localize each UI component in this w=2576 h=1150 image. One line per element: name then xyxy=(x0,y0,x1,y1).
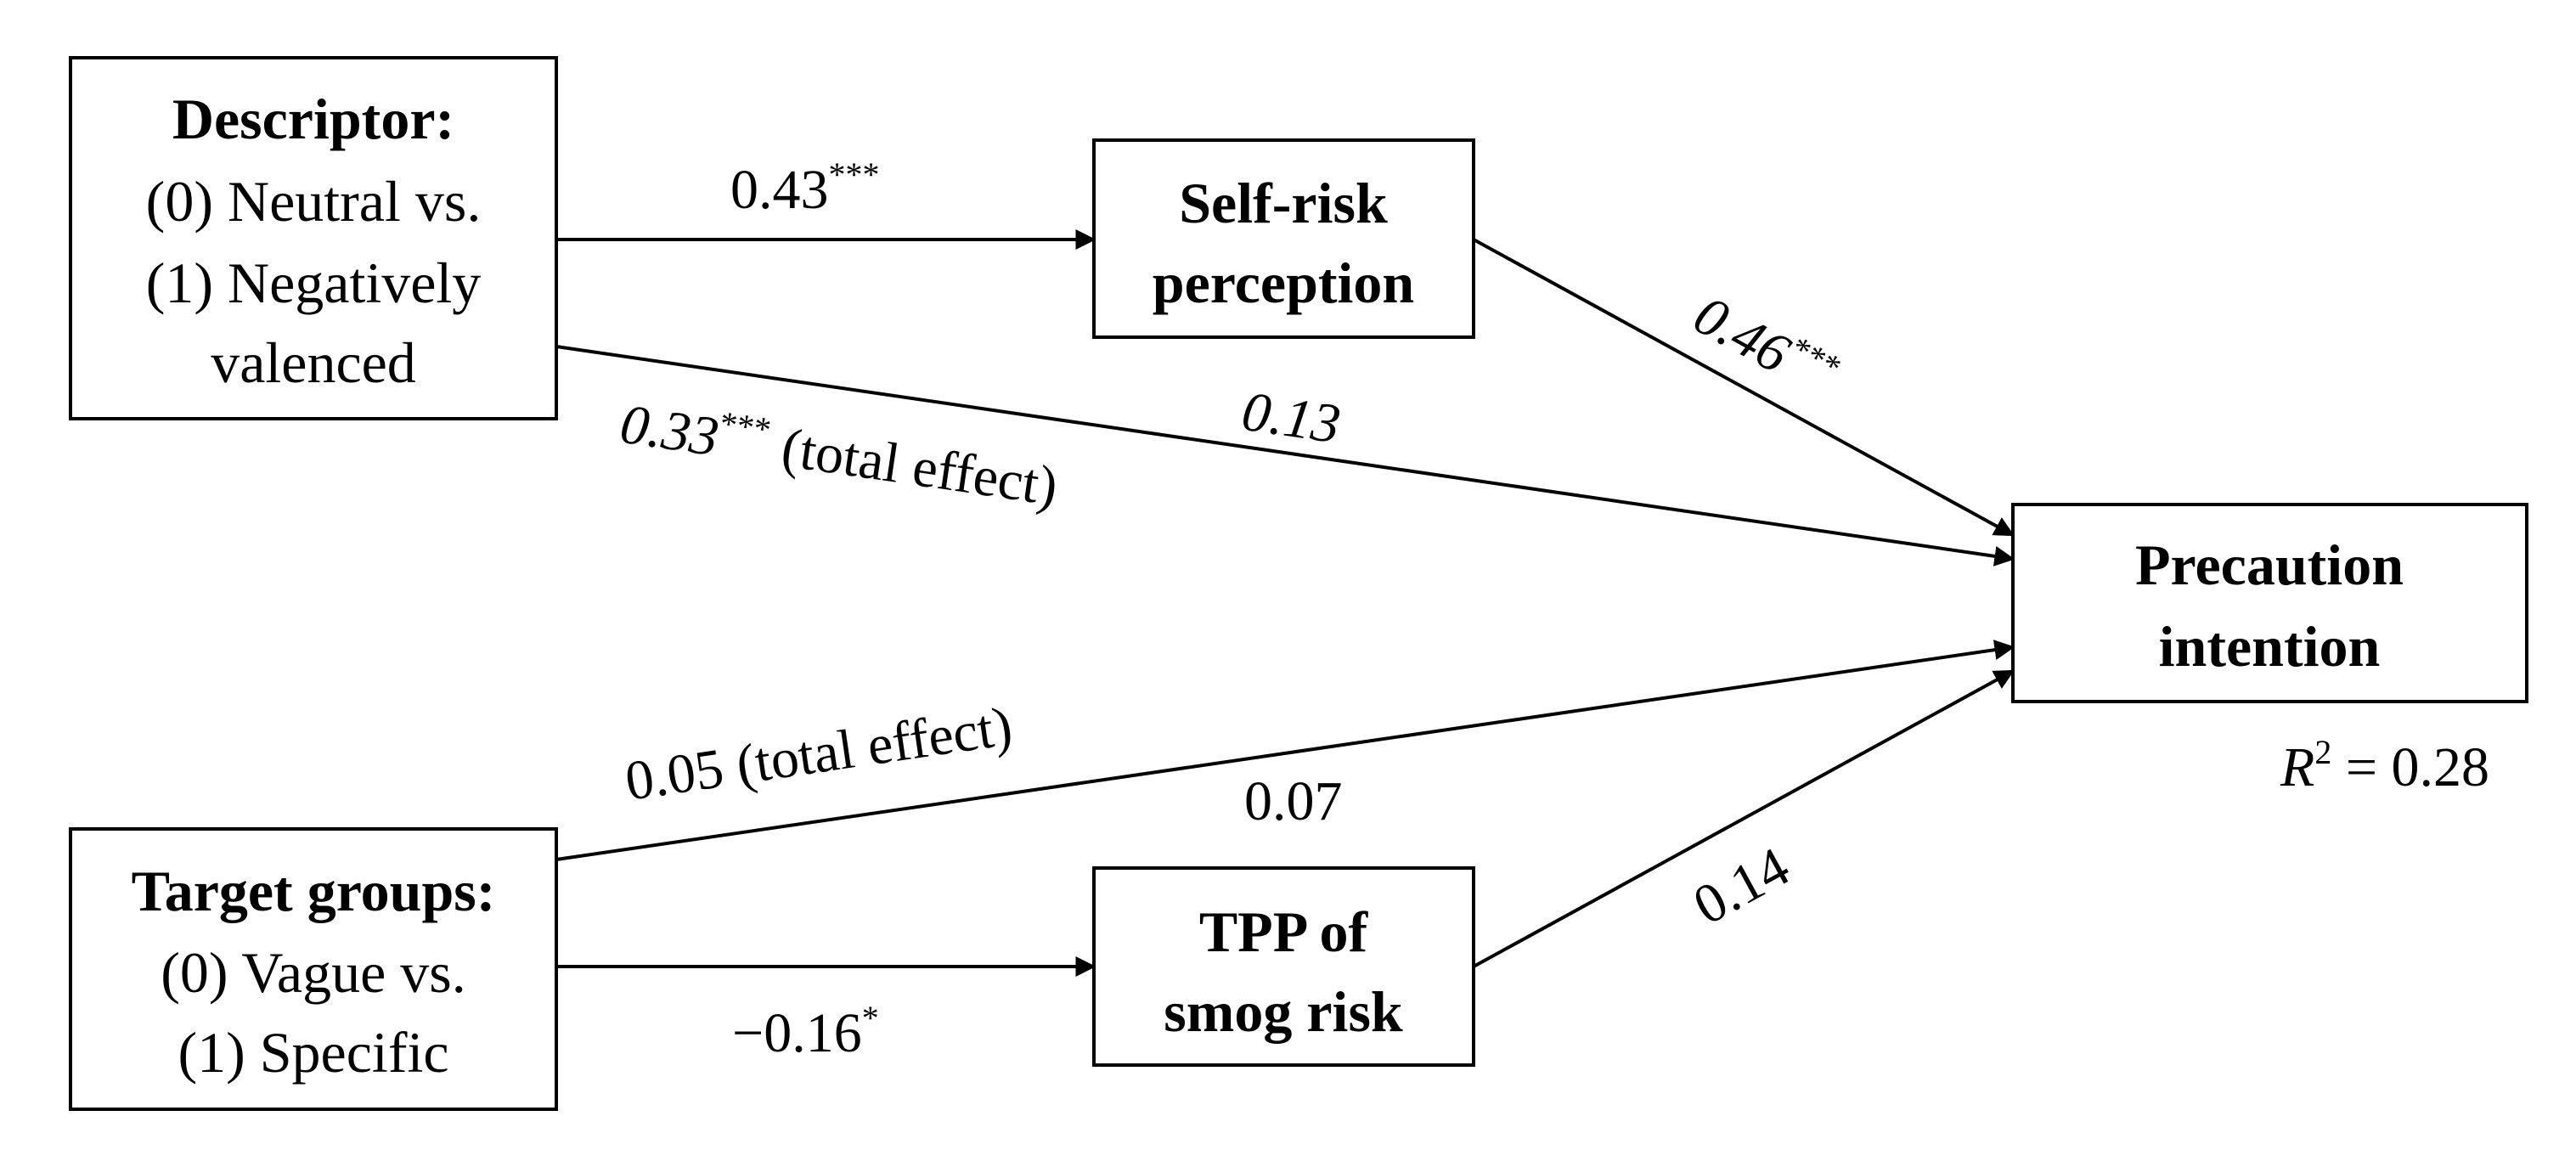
coef-descriptor-precaution-total-sig: *** xyxy=(718,403,774,448)
coef-target-precaution-total: 0.05 (total effect) xyxy=(622,695,1016,812)
precaution-line2: intention xyxy=(2159,614,2381,679)
target-groups-line1: (0) Vague vs. xyxy=(161,940,465,1005)
arrow-tpp-to-precaution xyxy=(1473,669,2015,968)
coef-target-precaution-direct: 0.07 xyxy=(1244,770,1343,832)
coef-target-tpp-value: −0.16 xyxy=(732,1002,862,1064)
self-risk-line2: perception xyxy=(1153,251,1415,315)
coef-tpp-precaution: 0.14 xyxy=(1683,836,1799,937)
arrow-descriptor-to-precaution xyxy=(555,345,2015,567)
tpp-line2: smog risk xyxy=(1164,979,1403,1044)
r-squared-label: R2 = 0.28 xyxy=(2280,733,2489,798)
precaution-box: Precaution intention xyxy=(2011,503,2528,703)
descriptor-line3: valenced xyxy=(211,330,416,395)
coef-descriptor-precaution-total-suffix: (total effect) xyxy=(764,414,1061,518)
coef-target-tpp: −0.16* xyxy=(732,999,879,1064)
coef-descriptor-precaution-total-value: 0.33 xyxy=(617,393,723,469)
coef-descriptor-precaution-direct: 0.13 xyxy=(1238,381,1344,456)
self-risk-box: Self-risk perception xyxy=(1092,138,1475,339)
tpp-box: TPP of smog risk xyxy=(1092,866,1475,1067)
coef-descriptor-self-risk: 0.43*** xyxy=(730,155,880,221)
arrow-target-to-precaution xyxy=(555,640,2015,861)
precaution-line1: Precaution xyxy=(2135,533,2404,597)
target-groups-line2: (1) Specific xyxy=(178,1020,448,1085)
descriptor-box: Descriptor: (0) Neutral vs. (1) Negative… xyxy=(69,56,558,420)
coef-descriptor-self-risk-sig: *** xyxy=(829,155,880,194)
self-risk-line1: Self-risk xyxy=(1179,171,1388,235)
coef-self-risk-precaution-value: 0.46 xyxy=(1684,284,1800,385)
descriptor-line2: (1) Negatively xyxy=(146,251,482,315)
r-squared-exponent: 2 xyxy=(2314,733,2331,771)
r-squared-value: = 0.28 xyxy=(2331,736,2489,798)
r-squared-symbol: R xyxy=(2280,736,2314,798)
arrow-self-risk-to-precaution xyxy=(1473,238,2015,537)
coef-descriptor-self-risk-value: 0.43 xyxy=(730,159,829,221)
tpp-line1: TPP of xyxy=(1199,899,1369,964)
target-groups-box: Target groups: (0) Vague vs. (1) Specifi… xyxy=(69,827,558,1111)
descriptor-line1: (0) Neutral vs. xyxy=(146,169,482,234)
coef-self-risk-precaution: 0.46*** xyxy=(1684,281,1846,410)
target-groups-title: Target groups: xyxy=(132,859,496,923)
descriptor-title: Descriptor: xyxy=(172,87,454,151)
coef-target-tpp-sig: * xyxy=(862,999,879,1037)
